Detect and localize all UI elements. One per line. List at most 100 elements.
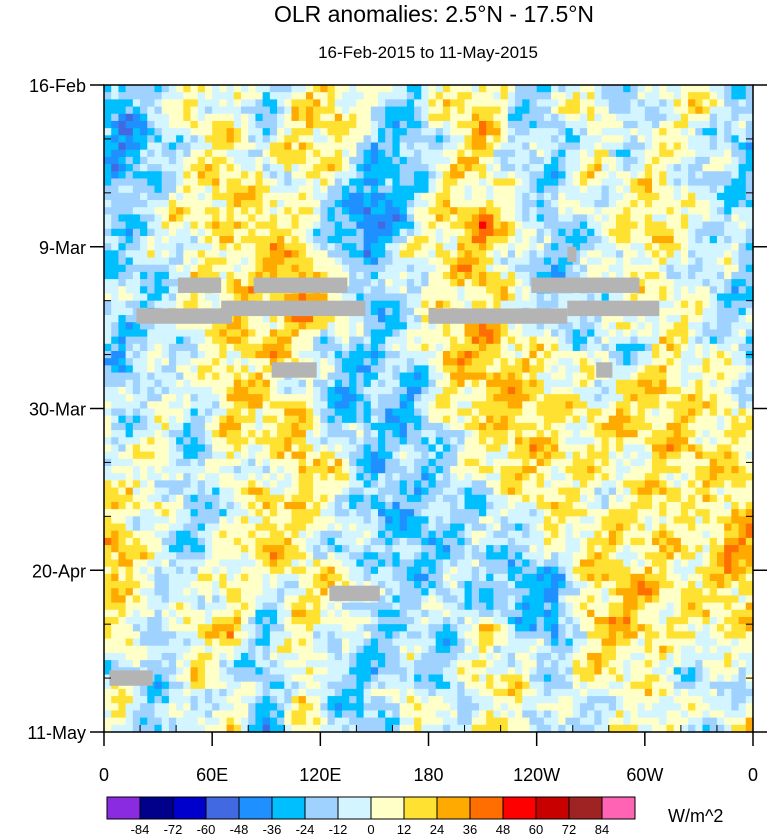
heatmap-cell <box>334 365 343 374</box>
heatmap-cell <box>219 113 228 122</box>
heatmap-cell <box>277 415 285 424</box>
heatmap-cell <box>421 286 430 295</box>
heatmap-cell <box>724 120 732 129</box>
heatmap-cell <box>168 142 177 151</box>
heatmap-cell <box>572 437 581 446</box>
heatmap-cell <box>652 315 660 323</box>
heatmap-cell <box>601 394 610 402</box>
heatmap-cell <box>608 113 617 122</box>
heatmap-cell <box>284 207 293 215</box>
heatmap-cell <box>594 350 603 359</box>
heatmap-cell <box>457 271 466 280</box>
heatmap-cell <box>724 228 732 237</box>
heatmap-cell <box>601 451 610 460</box>
heatmap-cell <box>147 372 156 381</box>
heatmap-cell <box>363 164 372 172</box>
heatmap-cell <box>399 279 408 287</box>
heatmap-cell <box>197 408 206 417</box>
heatmap-cell <box>515 358 523 366</box>
heatmap-cell <box>601 171 610 180</box>
heatmap-cell <box>104 444 112 453</box>
heatmap-cell <box>277 473 285 481</box>
heatmap-cell <box>219 214 228 223</box>
heatmap-cell <box>161 458 170 467</box>
heatmap-cell <box>457 113 466 122</box>
heatmap-cell <box>291 473 300 481</box>
heatmap-cell <box>716 207 725 215</box>
heatmap-cell <box>327 192 336 201</box>
heatmap-cell <box>392 92 401 100</box>
heatmap-cell <box>500 243 509 251</box>
heatmap-cell <box>644 466 653 474</box>
heatmap-cell <box>233 200 242 208</box>
heatmap-cell <box>118 271 127 280</box>
heatmap-cell <box>168 185 177 194</box>
heatmap-cell <box>450 444 458 453</box>
heatmap-cell <box>125 336 134 345</box>
heatmap-cell <box>507 293 516 302</box>
heatmap-cell <box>204 185 213 194</box>
heatmap-cell <box>284 250 293 259</box>
heatmap-cell <box>327 113 336 122</box>
heatmap-cell <box>269 451 278 460</box>
heatmap-cell <box>204 135 213 144</box>
heatmap-cell <box>565 473 574 481</box>
heatmap-cell <box>716 458 725 467</box>
heatmap-cell <box>349 106 357 115</box>
heatmap-cell <box>745 422 754 431</box>
heatmap-cell <box>176 171 184 180</box>
heatmap-cell <box>392 386 401 395</box>
heatmap-cell <box>349 221 357 230</box>
heatmap-cell <box>212 336 220 345</box>
heatmap-cell <box>630 221 639 230</box>
heatmap-cell <box>248 350 257 359</box>
heatmap-cell <box>370 451 379 460</box>
heatmap-cell <box>666 350 675 359</box>
heatmap-cell <box>493 99 502 108</box>
heatmap-cell <box>500 350 509 359</box>
heatmap-cell <box>716 379 725 388</box>
heatmap-cell <box>356 149 365 158</box>
heatmap-cell <box>392 192 401 201</box>
heatmap-cell <box>500 228 509 237</box>
heatmap-cell <box>515 286 523 295</box>
heatmap-cell <box>428 444 437 453</box>
heatmap-cell <box>486 128 494 136</box>
heatmap-cell <box>543 401 552 410</box>
heatmap-cell <box>378 336 386 345</box>
heatmap-cell <box>305 235 314 244</box>
heatmap-cell <box>738 422 747 431</box>
heatmap-cell <box>197 178 206 187</box>
heatmap-cell <box>406 149 415 158</box>
heatmap-cell <box>536 171 545 180</box>
heatmap-cell <box>471 200 480 208</box>
heatmap-cell <box>414 430 422 438</box>
heatmap-cell <box>522 128 531 136</box>
heatmap-cell <box>644 293 653 302</box>
heatmap-cell <box>594 113 603 122</box>
heatmap-cell <box>435 164 444 172</box>
heatmap-cell <box>615 379 624 388</box>
heatmap-cell <box>579 142 588 151</box>
heatmap-cell <box>197 250 206 259</box>
heatmap-cell <box>226 372 235 381</box>
heatmap-cell <box>356 401 365 410</box>
heatmap-cell <box>731 473 740 481</box>
heatmap-cell <box>154 106 163 115</box>
heatmap-cell <box>305 458 314 467</box>
heatmap-cell <box>594 437 603 446</box>
heatmap-cell <box>370 430 379 438</box>
heatmap-cell <box>680 329 689 338</box>
heatmap-cell <box>241 149 249 158</box>
heatmap-cell <box>716 85 725 93</box>
heatmap-cell <box>745 307 754 316</box>
heatmap-cell <box>356 473 365 481</box>
heatmap-cell <box>370 106 379 115</box>
heatmap-cell <box>442 350 451 359</box>
heatmap-cell <box>277 171 285 180</box>
heatmap-cell <box>500 293 509 302</box>
heatmap-cell <box>147 120 156 129</box>
heatmap-cell <box>190 300 199 309</box>
heatmap-cell <box>349 379 357 388</box>
heatmap-cell <box>399 300 408 309</box>
